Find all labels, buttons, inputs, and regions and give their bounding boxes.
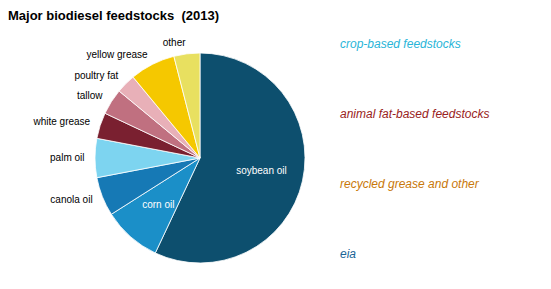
title: Major biodiesel feedstocks (2013) (8, 8, 219, 23)
slice-label: corn oil (142, 199, 174, 210)
slice-label: poultry fat (74, 70, 118, 81)
annotations: crop-based feedstocks animal fat-based fe… (340, 37, 489, 261)
slice-label: palm oil (50, 152, 84, 163)
chart: Major biodiesel feedstocks (2013) soybean… (0, 0, 551, 289)
annotation: eia (340, 247, 356, 261)
annotation: crop-based feedstocks (340, 37, 461, 51)
slice-label: tallow (77, 90, 103, 101)
slice-label: yellow grease (86, 49, 148, 60)
slice-label: white grease (32, 116, 90, 127)
slice-label: canola oil (50, 194, 92, 205)
slice-labels: soybean oil corn oil canola oil palm oil whi… (32, 37, 286, 210)
annotation: recycled grease and other (340, 177, 480, 191)
slice-label: soybean oil (236, 165, 287, 176)
pie (95, 53, 305, 263)
annotation: animal fat-based feedstocks (340, 107, 489, 121)
slice (174, 53, 200, 158)
slice-label: other (163, 37, 186, 48)
